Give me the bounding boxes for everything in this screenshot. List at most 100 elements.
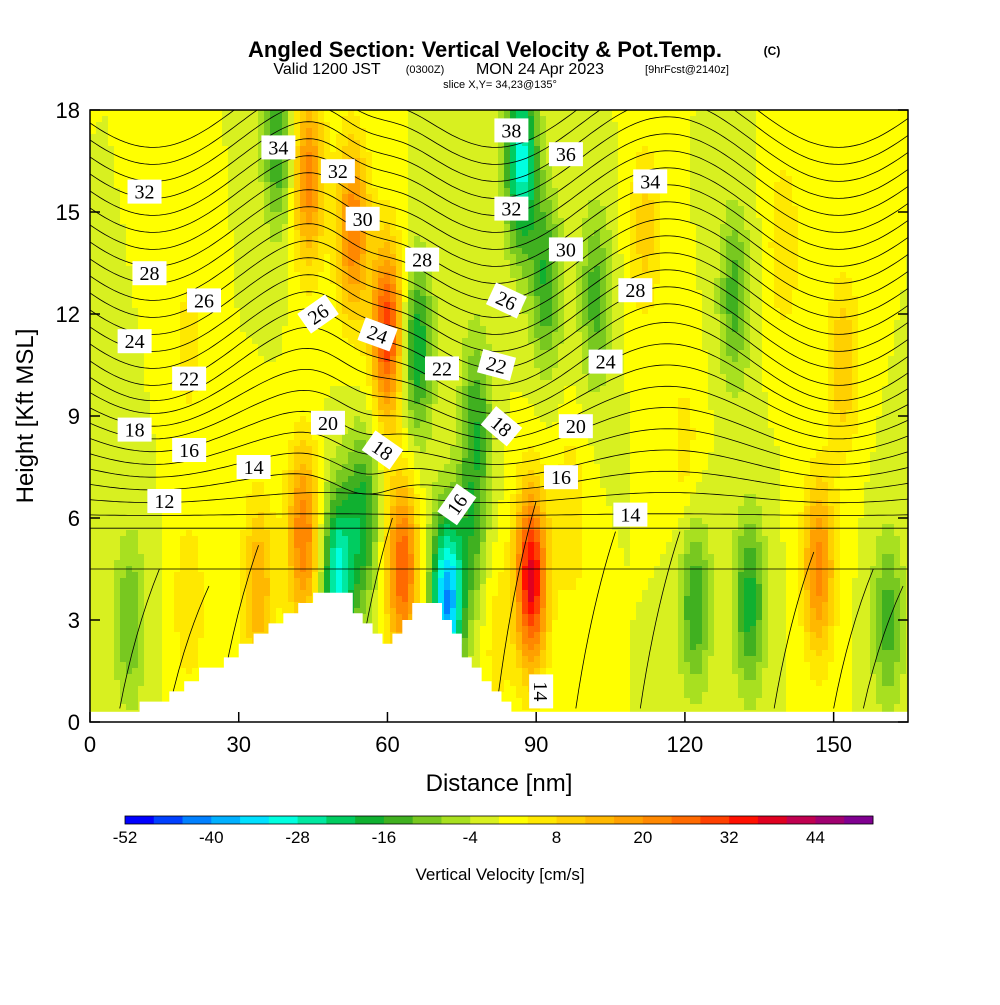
velocity-cell [204, 584, 211, 591]
velocity-cell [294, 524, 301, 531]
velocity-cell [198, 344, 205, 351]
velocity-cell [318, 332, 325, 339]
velocity-cell [138, 302, 145, 309]
velocity-cell [192, 560, 199, 567]
velocity-cell [246, 476, 253, 483]
velocity-cell [342, 224, 349, 231]
velocity-cell [366, 572, 373, 579]
velocity-cell [162, 176, 169, 183]
velocity-cell [234, 428, 241, 435]
velocity-cell [336, 188, 343, 195]
velocity-cell [228, 338, 235, 345]
velocity-cell [312, 164, 319, 171]
velocity-cell [114, 470, 121, 477]
velocity-cell [162, 308, 169, 315]
velocity-cell [102, 224, 109, 231]
velocity-cell [360, 548, 367, 555]
velocity-cell [234, 626, 241, 633]
velocity-cell [102, 218, 109, 225]
velocity-cell [294, 296, 301, 303]
velocity-cell [102, 446, 109, 453]
velocity-cell [246, 152, 253, 159]
velocity-cell [222, 530, 229, 537]
velocity-cell [204, 284, 211, 291]
velocity-cell [288, 242, 295, 249]
velocity-cell [96, 494, 103, 501]
velocity-cell [234, 638, 241, 645]
velocity-cell [300, 404, 307, 411]
velocity-cell [168, 656, 175, 663]
velocity-cell [132, 608, 139, 615]
velocity-cell [90, 170, 97, 177]
velocity-cell [198, 560, 205, 567]
velocity-cell [132, 116, 139, 123]
velocity-cell [378, 188, 385, 195]
velocity-cell [228, 314, 235, 321]
velocity-cell [282, 224, 289, 231]
velocity-cell [354, 350, 361, 357]
velocity-cell [156, 434, 163, 441]
velocity-cell [138, 686, 145, 693]
velocity-cell [306, 296, 313, 303]
velocity-cell [126, 158, 133, 165]
velocity-cell [144, 218, 151, 225]
velocity-cell [258, 368, 265, 375]
velocity-cell [114, 440, 121, 447]
velocity-cell [288, 494, 295, 501]
velocity-cell [270, 608, 277, 615]
velocity-cell [312, 218, 319, 225]
velocity-cell [186, 140, 193, 147]
velocity-cell [168, 296, 175, 303]
velocity-cell [174, 548, 181, 555]
velocity-cell [270, 170, 277, 177]
velocity-cell [180, 152, 187, 159]
velocity-cell [246, 542, 253, 549]
velocity-cell [180, 410, 187, 417]
velocity-cell [222, 206, 229, 213]
velocity-cell [348, 284, 355, 291]
velocity-cell [342, 560, 349, 567]
velocity-cell [372, 386, 379, 393]
velocity-cell [126, 404, 133, 411]
velocity-cell [252, 368, 259, 375]
velocity-cell [300, 212, 307, 219]
velocity-cell [282, 230, 289, 237]
velocity-cell [204, 350, 211, 357]
velocity-cell [144, 110, 151, 117]
velocity-cell [234, 134, 241, 141]
velocity-cell [150, 584, 157, 591]
velocity-cell [252, 200, 259, 207]
velocity-cell [270, 332, 277, 339]
velocity-cell [108, 332, 115, 339]
velocity-cell [240, 392, 247, 399]
velocity-cell [180, 242, 187, 249]
velocity-cell [204, 266, 211, 273]
velocity-cell [294, 248, 301, 255]
velocity-cell [126, 704, 133, 711]
velocity-cell [276, 440, 283, 447]
velocity-cell [300, 386, 307, 393]
velocity-cell [222, 632, 229, 639]
velocity-cell [240, 332, 247, 339]
velocity-cell [318, 518, 325, 525]
velocity-cell [210, 596, 217, 603]
velocity-cell [222, 590, 229, 597]
velocity-cell [258, 512, 265, 519]
velocity-cell [282, 206, 289, 213]
velocity-cell [204, 446, 211, 453]
velocity-cell [348, 518, 355, 525]
velocity-cell [294, 560, 301, 567]
velocity-cell [174, 164, 181, 171]
velocity-cell [288, 344, 295, 351]
velocity-cell [144, 368, 151, 375]
velocity-cell [162, 578, 169, 585]
velocity-cell [162, 596, 169, 603]
velocity-cell [186, 410, 193, 417]
velocity-cell [330, 152, 337, 159]
velocity-cell [96, 248, 103, 255]
velocity-cell [342, 524, 349, 531]
velocity-cell [318, 368, 325, 375]
velocity-cell [270, 386, 277, 393]
velocity-cell [366, 596, 373, 603]
velocity-cell [318, 284, 325, 291]
